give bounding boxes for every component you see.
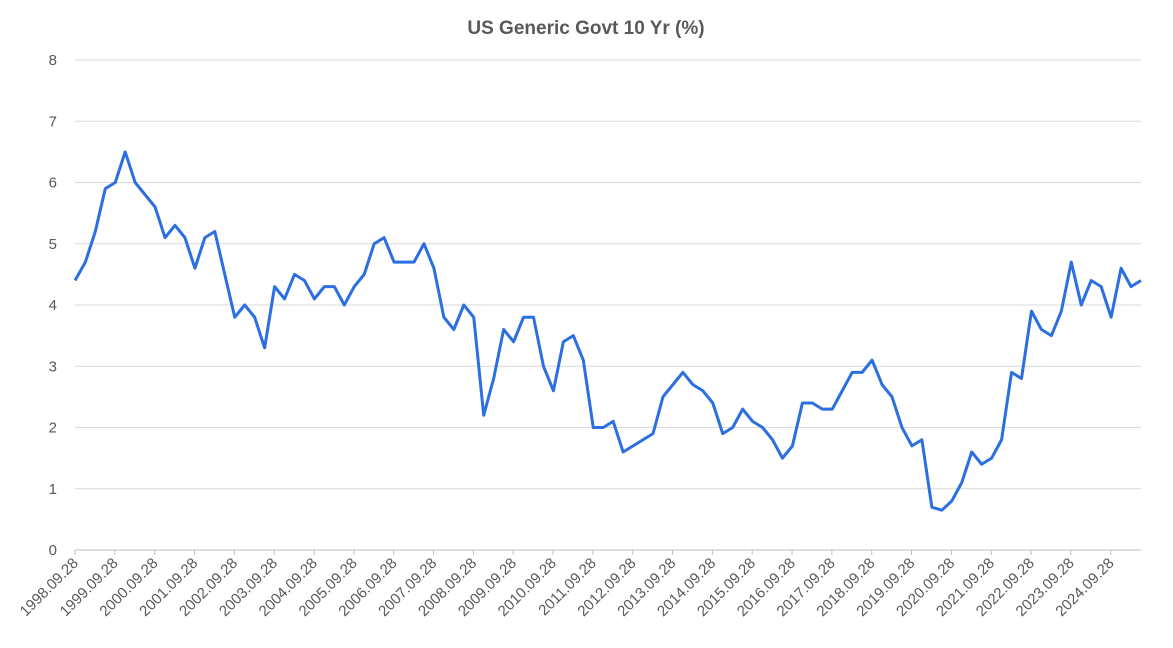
- y-tick-label: 0: [49, 542, 57, 559]
- y-tick-label: 5: [49, 236, 57, 253]
- y-tick-label: 8: [49, 52, 57, 69]
- y-tick-label: 7: [49, 113, 57, 130]
- chart-title: US Generic Govt 10 Yr (%): [467, 18, 704, 39]
- y-tick-label: 1: [49, 481, 57, 498]
- y-tick-label: 2: [49, 420, 57, 437]
- data-line: [73, 150, 1142, 512]
- y-tick-label: 4: [49, 297, 57, 314]
- y-tick-label: 3: [49, 358, 57, 375]
- y-tick-label: 6: [49, 175, 57, 192]
